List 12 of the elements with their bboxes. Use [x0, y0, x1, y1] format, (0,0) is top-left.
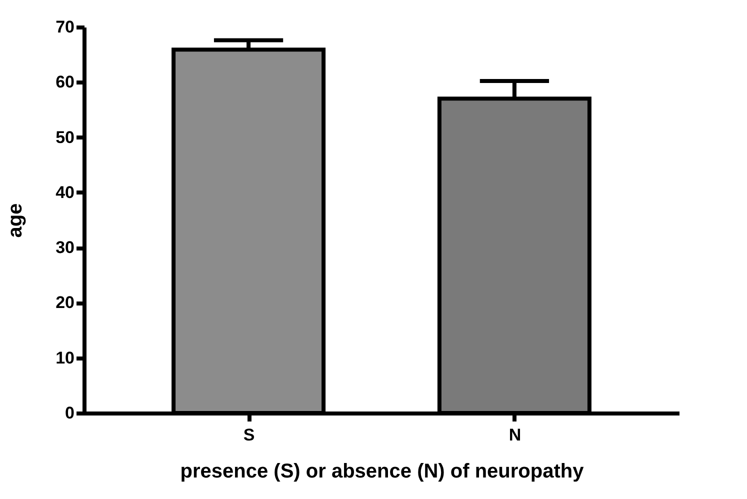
x-axis-title: presence (S) or absence (N) of neuropathy	[180, 460, 585, 482]
x-tick-label: N	[508, 426, 522, 444]
x-tick-label: S	[243, 426, 255, 444]
y-tick-label: 20	[56, 293, 74, 312]
y-tick-label: 60	[56, 72, 74, 92]
y-tick-label: 30	[56, 238, 74, 258]
y-tick-label: 70	[56, 18, 74, 36]
y-tick-label: 10	[56, 348, 74, 368]
y-tick-label: 50	[56, 128, 74, 147]
y-tick-label: 0	[65, 404, 74, 422]
y-tick-label: 40	[56, 182, 74, 202]
y-axis-title: age	[4, 203, 27, 238]
